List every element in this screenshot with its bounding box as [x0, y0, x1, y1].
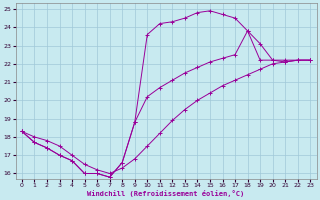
- X-axis label: Windchill (Refroidissement éolien,°C): Windchill (Refroidissement éolien,°C): [87, 190, 245, 197]
